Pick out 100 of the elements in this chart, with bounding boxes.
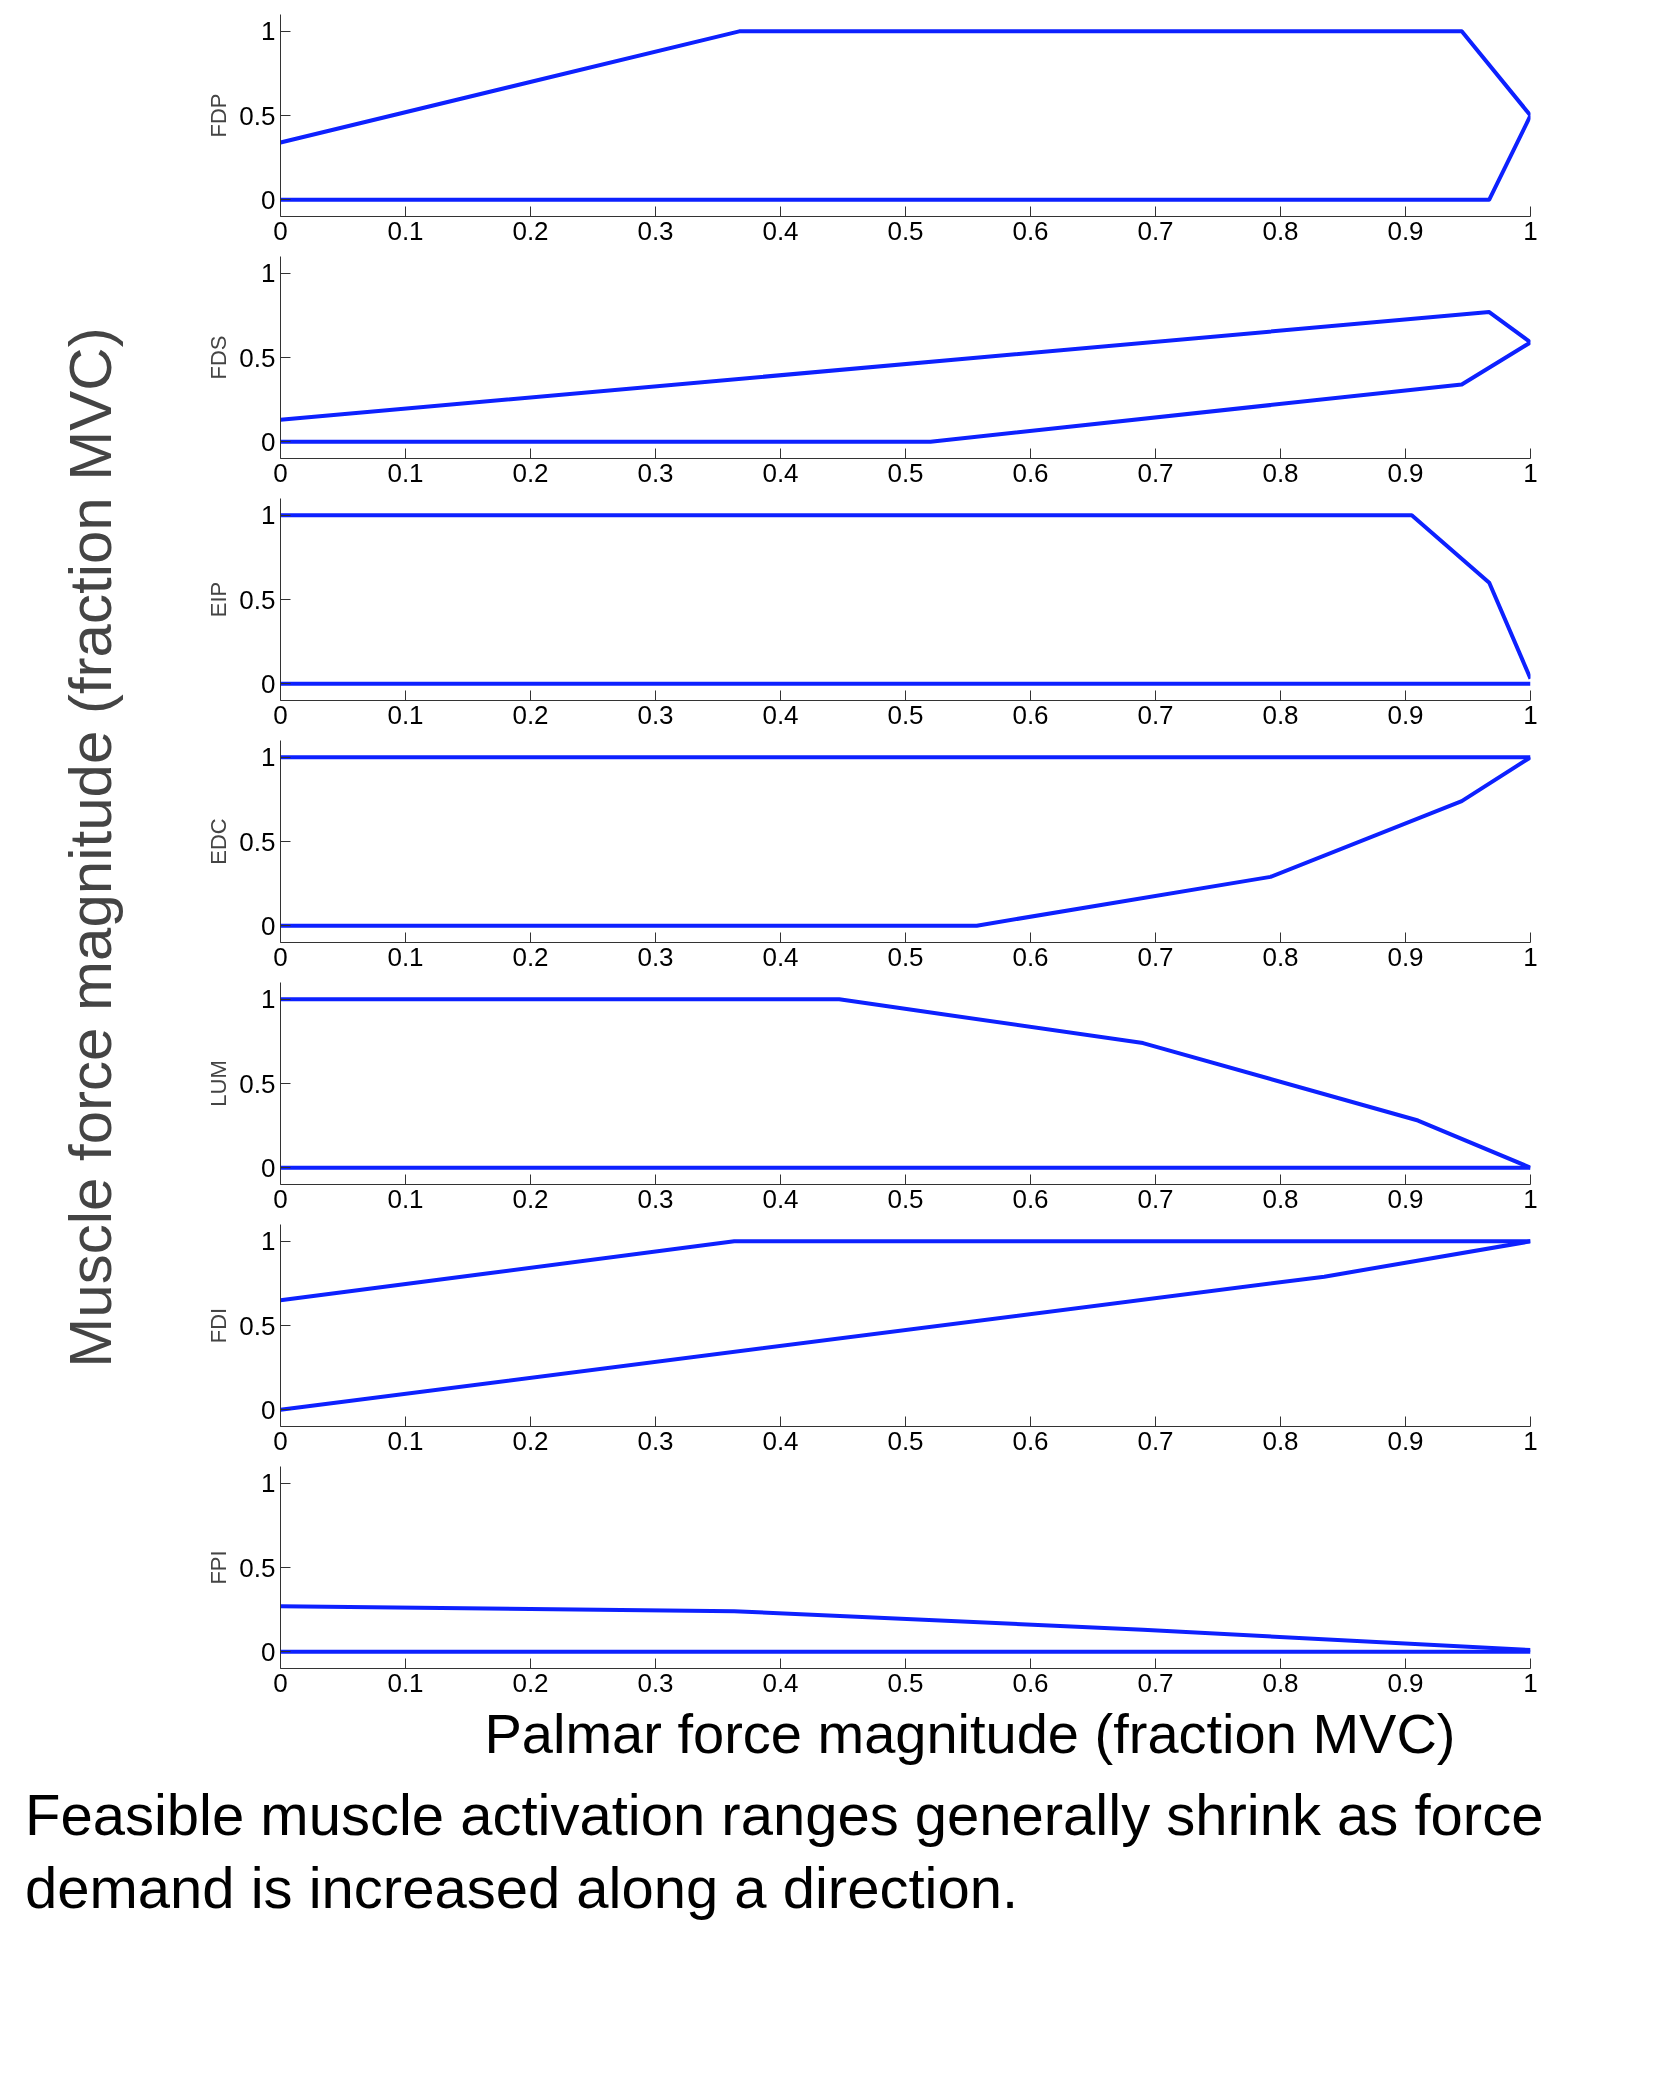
- y-tick-label: 1: [261, 1468, 276, 1499]
- x-tick-label: 0.3: [637, 457, 674, 488]
- y-axis-title: EDC: [206, 818, 232, 865]
- x-tick-label: 0.3: [637, 1667, 674, 1698]
- x-tick-label: 0.4: [762, 1183, 799, 1214]
- y-tick-label: 0.5: [239, 584, 276, 615]
- y-tick-label: 0: [261, 1636, 276, 1667]
- x-tick-label: 0.9: [1387, 215, 1424, 246]
- x-tick-label: 0.4: [762, 215, 799, 246]
- y-tick-label: 0: [261, 910, 276, 941]
- x-tick-label: 0.4: [762, 1425, 799, 1456]
- x-tick-label: 0.5: [887, 215, 924, 246]
- y-axis-title: FPI: [206, 1550, 232, 1585]
- x-tick-label: 0.2: [512, 1183, 549, 1214]
- x-tick-label: 0.5: [887, 1425, 924, 1456]
- y-tick-label: 0.5: [239, 342, 276, 373]
- x-tick-label: 1: [1523, 215, 1538, 246]
- x-tick-label: 0.7: [1137, 941, 1174, 972]
- y-axis-title: LUM: [206, 1060, 232, 1107]
- x-tick-label: 0.6: [1012, 1183, 1049, 1214]
- text: Muscle force magnitude (fraction MVC): [57, 327, 124, 1368]
- x-tick-label: 0.8: [1262, 1183, 1299, 1214]
- y-tick-label: 0: [261, 668, 276, 699]
- x-tick-label: 0.7: [1137, 457, 1174, 488]
- x-tick-label: 0.5: [887, 1183, 924, 1214]
- x-tick-label: 0.9: [1387, 699, 1424, 730]
- x-tick-label: 0.6: [1012, 941, 1049, 972]
- y-tick-label: 0: [261, 426, 276, 457]
- x-tick-label: 0.1: [387, 1183, 424, 1214]
- y-axis-title: FDI: [206, 1307, 232, 1344]
- x-tick-label: 0.9: [1387, 1183, 1424, 1214]
- y-tick-label: 1: [261, 742, 276, 773]
- y-tick-label: 0.5: [239, 1552, 276, 1583]
- x-tick-label: 1: [1523, 1183, 1538, 1214]
- x-tick-label: 0.8: [1262, 1667, 1299, 1698]
- x-tick-label: 0.1: [387, 1667, 424, 1698]
- x-tick-label: 1: [1523, 699, 1538, 730]
- x-tick-label: 0.7: [1137, 1667, 1174, 1698]
- x-tick-label: 0.2: [512, 1425, 549, 1456]
- x-tick-label: 0.6: [1012, 1667, 1049, 1698]
- text: Feasible muscle activation ranges generally shrink as force demand is increased along a direction.: [25, 1781, 1545, 1922]
- y-tick-label: 1: [261, 258, 276, 289]
- x-tick-label: 0.7: [1137, 1183, 1174, 1214]
- x-tick-label: 0.8: [1262, 457, 1299, 488]
- x-tick-label: 0.2: [512, 457, 549, 488]
- x-tick-label: 0.9: [1387, 941, 1424, 972]
- x-tick-label: 1: [1523, 1425, 1538, 1456]
- x-axis-title: Palmar force magnitude (fraction MVC): [484, 1701, 1456, 1767]
- x-tick-label: 1: [1523, 1667, 1538, 1698]
- x-tick-label: 0.6: [1012, 457, 1049, 488]
- x-tick-label: 0.8: [1262, 215, 1299, 246]
- y-tick-label: 0.5: [239, 100, 276, 131]
- x-tick-label: 0.1: [387, 1425, 424, 1456]
- x-tick-label: 0.4: [762, 457, 799, 488]
- x-tick-label: 0.7: [1137, 215, 1174, 246]
- x-tick-label: 0.8: [1262, 1425, 1299, 1456]
- y-tick-label: 0: [261, 184, 276, 215]
- x-tick-label: 0.6: [1012, 1425, 1049, 1456]
- x-tick-label: 0.4: [762, 1667, 799, 1698]
- x-tick-label: 0.4: [762, 699, 799, 730]
- x-tick-label: 0.1: [387, 941, 424, 972]
- y-tick-label: 0.5: [239, 1310, 276, 1341]
- x-tick-label: 0.5: [887, 941, 924, 972]
- y-tick-label: 1: [261, 984, 276, 1015]
- x-tick-label: 1: [1523, 941, 1538, 972]
- x-tick-label: 0.2: [512, 215, 549, 246]
- x-tick-label: 0.3: [637, 1425, 674, 1456]
- x-tick-label: 0.8: [1262, 699, 1299, 730]
- y-tick-label: 0.5: [239, 826, 276, 857]
- x-tick-label: 0.1: [387, 699, 424, 730]
- y-tick-label: 0: [261, 1394, 276, 1425]
- y-axis-title: FDP: [206, 93, 232, 138]
- x-tick-label: 0.3: [637, 1183, 674, 1214]
- x-tick-label: 0.3: [637, 215, 674, 246]
- x-tick-label: 0.4: [762, 941, 799, 972]
- y-tick-label: 0.5: [239, 1068, 276, 1099]
- x-tick-label: 0.3: [637, 941, 674, 972]
- x-tick-label: 0.1: [387, 457, 424, 488]
- x-tick-label: 1: [1523, 457, 1538, 488]
- x-tick-label: 0.6: [1012, 215, 1049, 246]
- y-tick-label: 1: [261, 16, 276, 47]
- x-tick-label: 0.5: [887, 1667, 924, 1698]
- x-tick-label: 0.9: [1387, 1667, 1424, 1698]
- y-tick-label: 1: [261, 500, 276, 531]
- x-tick-label: 0.2: [512, 941, 549, 972]
- x-tick-label: 0.2: [512, 1667, 549, 1698]
- x-tick-label: 0.9: [1387, 457, 1424, 488]
- x-tick-label: 0.7: [1137, 699, 1174, 730]
- x-tick-label: 0.8: [1262, 941, 1299, 972]
- y-axis-title: EIP: [206, 581, 232, 618]
- x-tick-label: 0.1: [387, 215, 424, 246]
- y-axis-title: FDS: [206, 335, 232, 380]
- x-tick-label: 0.5: [887, 457, 924, 488]
- x-tick-label: 0.6: [1012, 699, 1049, 730]
- y-tick-label: 1: [261, 1226, 276, 1257]
- x-tick-label: 0.9: [1387, 1425, 1424, 1456]
- x-tick-label: 0.5: [887, 699, 924, 730]
- x-tick-label: 0.2: [512, 699, 549, 730]
- x-tick-label: 0.7: [1137, 1425, 1174, 1456]
- y-tick-label: 0: [261, 1152, 276, 1183]
